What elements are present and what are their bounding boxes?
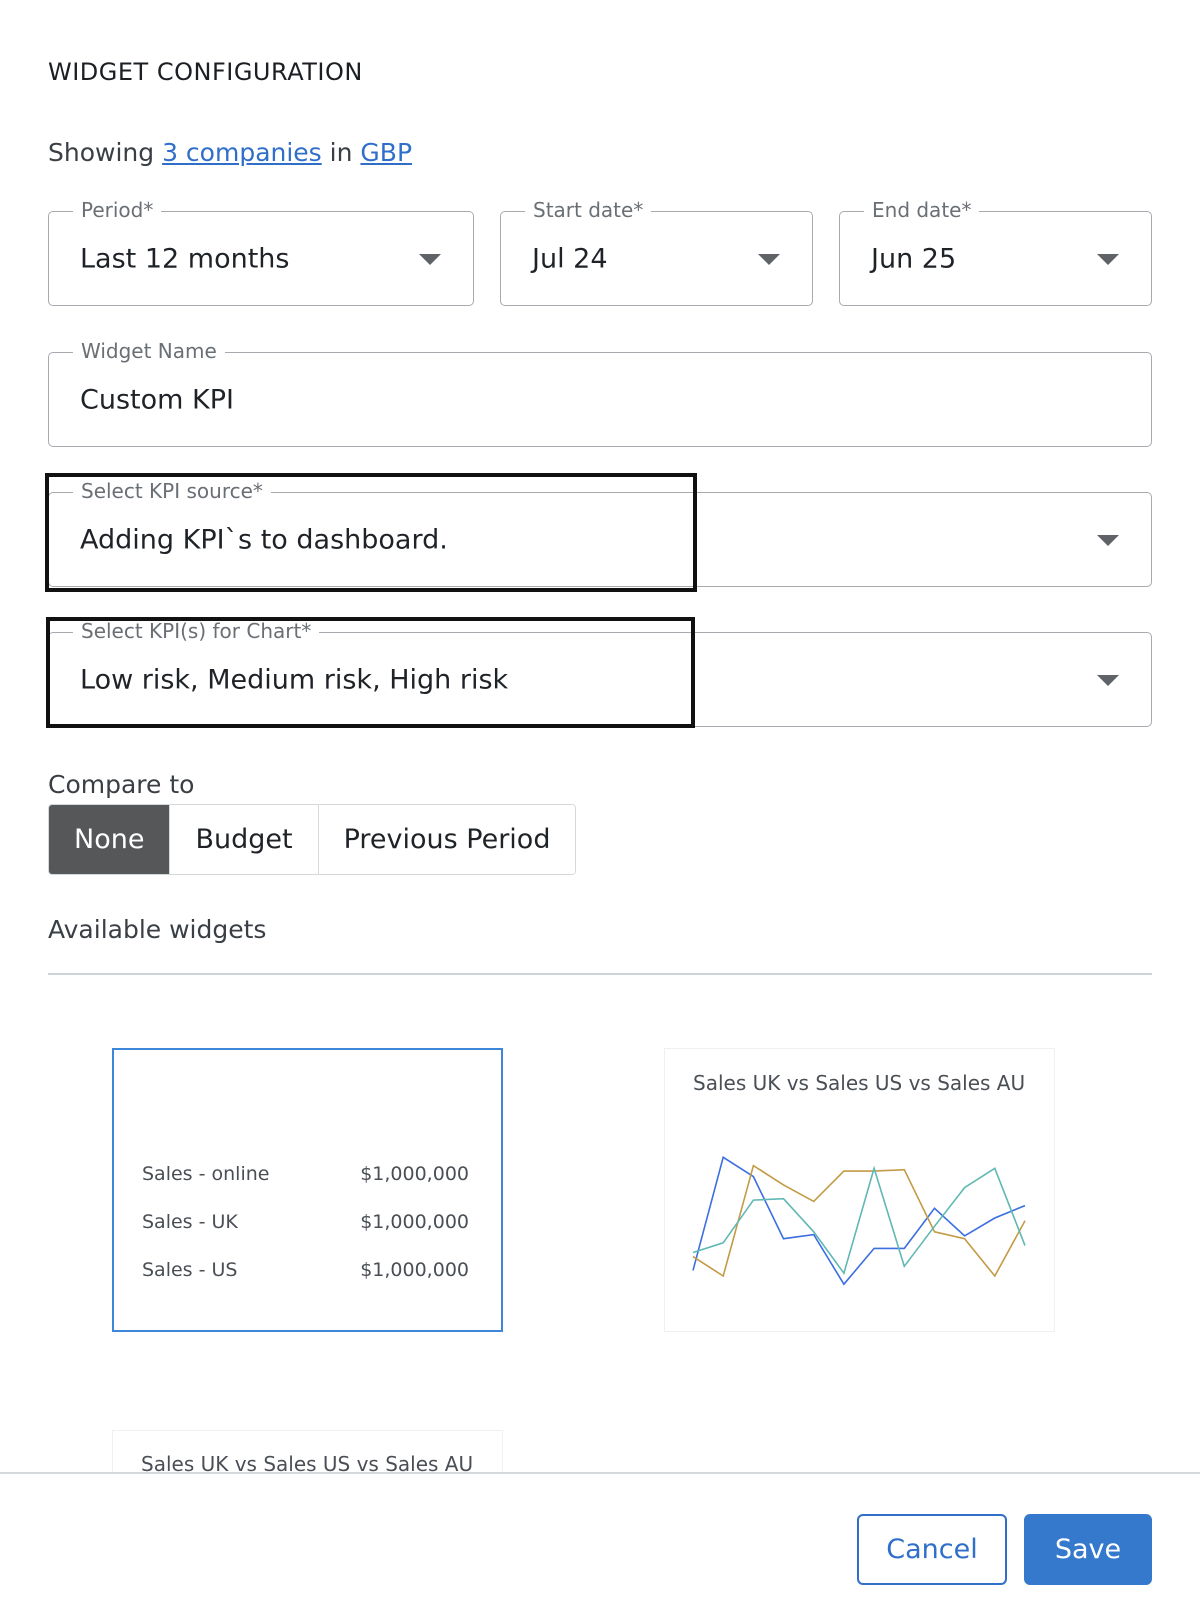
showing-mid: in xyxy=(329,138,353,167)
start-date-value: Jul 24 xyxy=(532,243,608,274)
chevron-down-icon xyxy=(1097,674,1119,686)
companies-link[interactable]: 3 companies xyxy=(162,138,322,167)
kpis-for-chart-value: Low risk, Medium risk, High risk xyxy=(80,664,509,695)
kpi-row: Sales - UK $1,000,000 xyxy=(142,1211,469,1233)
end-date-label: End date* xyxy=(864,196,980,224)
currency-link[interactable]: GBP xyxy=(360,138,413,167)
chart-title: Sales UK vs Sales US vs Sales AU xyxy=(693,1071,1026,1095)
series-line-1 xyxy=(692,1156,1026,1286)
kpi-row: Sales - US $1,000,000 xyxy=(142,1259,469,1281)
kpi-row-value: $1,000,000 xyxy=(360,1259,469,1281)
kpis-for-chart-label: Select KPI(s) for Chart* xyxy=(73,617,320,645)
compare-option-budget[interactable]: Budget xyxy=(170,805,319,874)
kpi-list-widget-card[interactable]: Sales - online $1,000,000 Sales - UK $1,… xyxy=(112,1048,503,1332)
series-line-3 xyxy=(692,1165,1026,1275)
widget-name-label: Widget Name xyxy=(73,337,225,365)
dialog-footer xyxy=(0,1473,1200,1624)
series-line-2 xyxy=(692,1164,1026,1278)
line-chart-widget-card[interactable]: Sales UK vs Sales US vs Sales AU xyxy=(664,1048,1055,1332)
kpi-row-name: Sales - UK xyxy=(142,1211,238,1233)
save-button[interactable]: Save xyxy=(1024,1514,1152,1585)
kpi-row-name: Sales - US xyxy=(142,1259,238,1281)
showing-prefix: Showing xyxy=(48,138,155,167)
compare-option-previous-period[interactable]: Previous Period xyxy=(318,805,576,874)
chevron-down-icon xyxy=(1097,534,1119,546)
chevron-down-icon xyxy=(1097,253,1119,265)
kpi-row-value: $1,000,000 xyxy=(360,1163,469,1185)
start-date-select[interactable]: Start date* Jul 24 xyxy=(500,196,813,306)
end-date-select[interactable]: End date* Jun 25 xyxy=(839,196,1152,306)
kpi-source-label: Select KPI source* xyxy=(73,477,271,505)
compare-to-segmented-control: None Budget Previous Period xyxy=(48,804,577,875)
chevron-down-icon xyxy=(758,253,780,265)
end-date-value: Jun 25 xyxy=(871,243,957,274)
widget-name-field[interactable]: Widget Name Custom KPI xyxy=(48,337,1152,447)
kpis-for-chart-select[interactable]: Select KPI(s) for Chart* Low risk, Mediu… xyxy=(48,617,1152,727)
available-widgets-label: Available widgets xyxy=(48,915,267,944)
kpi-row: Sales - online $1,000,000 xyxy=(142,1163,469,1185)
showing-summary: Showing 3 companies in GBP xyxy=(48,138,412,167)
kpi-source-select[interactable]: Select KPI source* Adding KPI`s to dashb… xyxy=(48,477,1152,587)
divider xyxy=(48,973,1152,975)
kpi-source-value: Adding KPI`s to dashboard. xyxy=(80,524,448,555)
kpi-row-name: Sales - online xyxy=(142,1163,270,1185)
widget-name-value: Custom KPI xyxy=(80,384,234,415)
period-value: Last 12 months xyxy=(80,243,290,274)
kpi-row-value: $1,000,000 xyxy=(360,1211,469,1233)
compare-option-none[interactable]: None xyxy=(49,805,171,874)
start-date-label: Start date* xyxy=(525,196,652,224)
cancel-button[interactable]: Cancel xyxy=(857,1514,1007,1585)
chevron-down-icon xyxy=(419,253,441,265)
compare-to-label: Compare to xyxy=(48,770,195,799)
line-chart xyxy=(692,1156,1026,1286)
footer-divider xyxy=(0,1472,1200,1474)
period-label: Period* xyxy=(73,196,162,224)
dialog-title: WIDGET CONFIGURATION xyxy=(48,58,363,86)
period-select[interactable]: Period* Last 12 months xyxy=(48,196,474,306)
